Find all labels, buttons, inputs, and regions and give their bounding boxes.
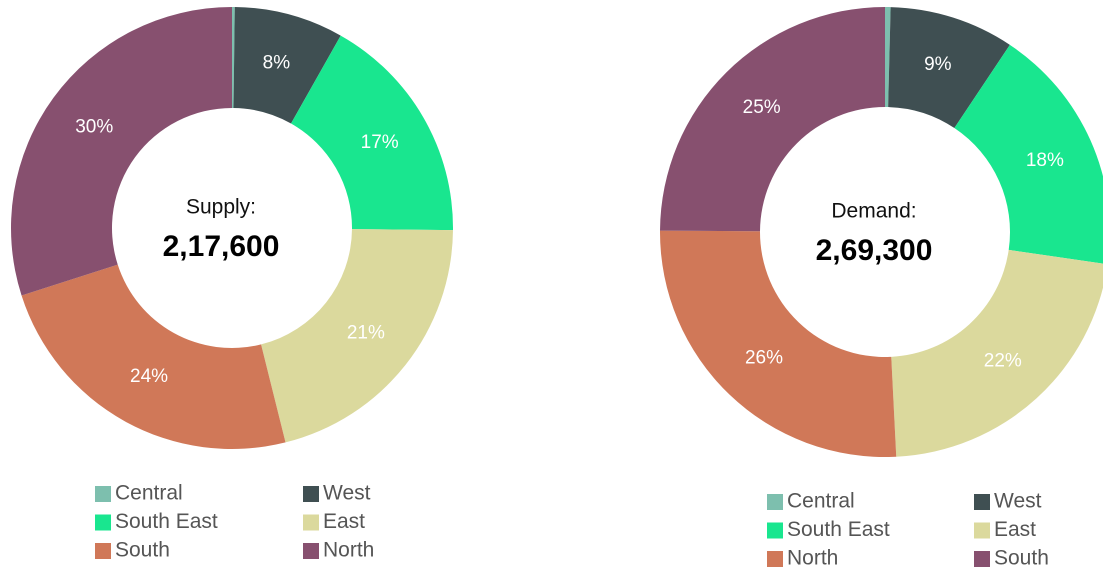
- slice: [261, 229, 453, 443]
- legend-label: West: [994, 490, 1042, 513]
- slice: [660, 230, 897, 457]
- slice: [891, 249, 1103, 457]
- slice: [885, 7, 891, 108]
- slice-label: 25%: [743, 97, 781, 118]
- legend-swatch: [303, 543, 319, 559]
- legend-swatch: [767, 522, 783, 539]
- legend-swatch: [95, 543, 111, 559]
- slice: [660, 7, 885, 232]
- legend-label: East: [994, 518, 1036, 541]
- legend-swatch: [303, 514, 319, 531]
- slice: [232, 7, 235, 109]
- slice: [10, 7, 233, 296]
- slice-label: 26%: [745, 347, 783, 368]
- legend-label: North: [787, 547, 838, 570]
- legend-swatch: [767, 551, 783, 567]
- slice: [291, 35, 454, 231]
- legend-label: South: [115, 539, 170, 562]
- center-label: Demand:: [831, 200, 916, 223]
- legend-label: South: [994, 547, 1049, 570]
- center-value: 2,17,600: [163, 230, 280, 263]
- slice: [233, 7, 341, 124]
- center-value: 2,69,300: [816, 234, 933, 267]
- slice-label: 17%: [361, 132, 399, 153]
- slice: [21, 264, 286, 449]
- legend-label: Central: [115, 482, 183, 505]
- legend-swatch: [303, 486, 319, 502]
- legend-swatch: [95, 486, 111, 502]
- legend-label: North: [323, 539, 374, 562]
- legend-swatch: [974, 494, 990, 510]
- legend-label: East: [323, 510, 365, 533]
- center-label: Supply:: [186, 196, 256, 219]
- legend-swatch: [974, 522, 990, 539]
- slice-label: 21%: [347, 323, 385, 344]
- slice-label: 22%: [984, 350, 1022, 371]
- legend-label: Central: [787, 490, 855, 513]
- legend-label: West: [323, 482, 371, 505]
- slice-label: 24%: [130, 366, 168, 387]
- slice-label: 9%: [924, 54, 952, 75]
- legend-label: South East: [115, 510, 218, 533]
- legend-swatch: [767, 494, 783, 510]
- legend-swatch: [974, 551, 990, 567]
- legend-swatch: [95, 514, 111, 531]
- slice-label: 8%: [263, 52, 291, 73]
- slice: [888, 7, 1010, 129]
- slice-label: 18%: [1026, 150, 1064, 171]
- legend-label: South East: [787, 518, 890, 541]
- slice: [954, 44, 1103, 264]
- slice-label: 30%: [75, 117, 113, 138]
